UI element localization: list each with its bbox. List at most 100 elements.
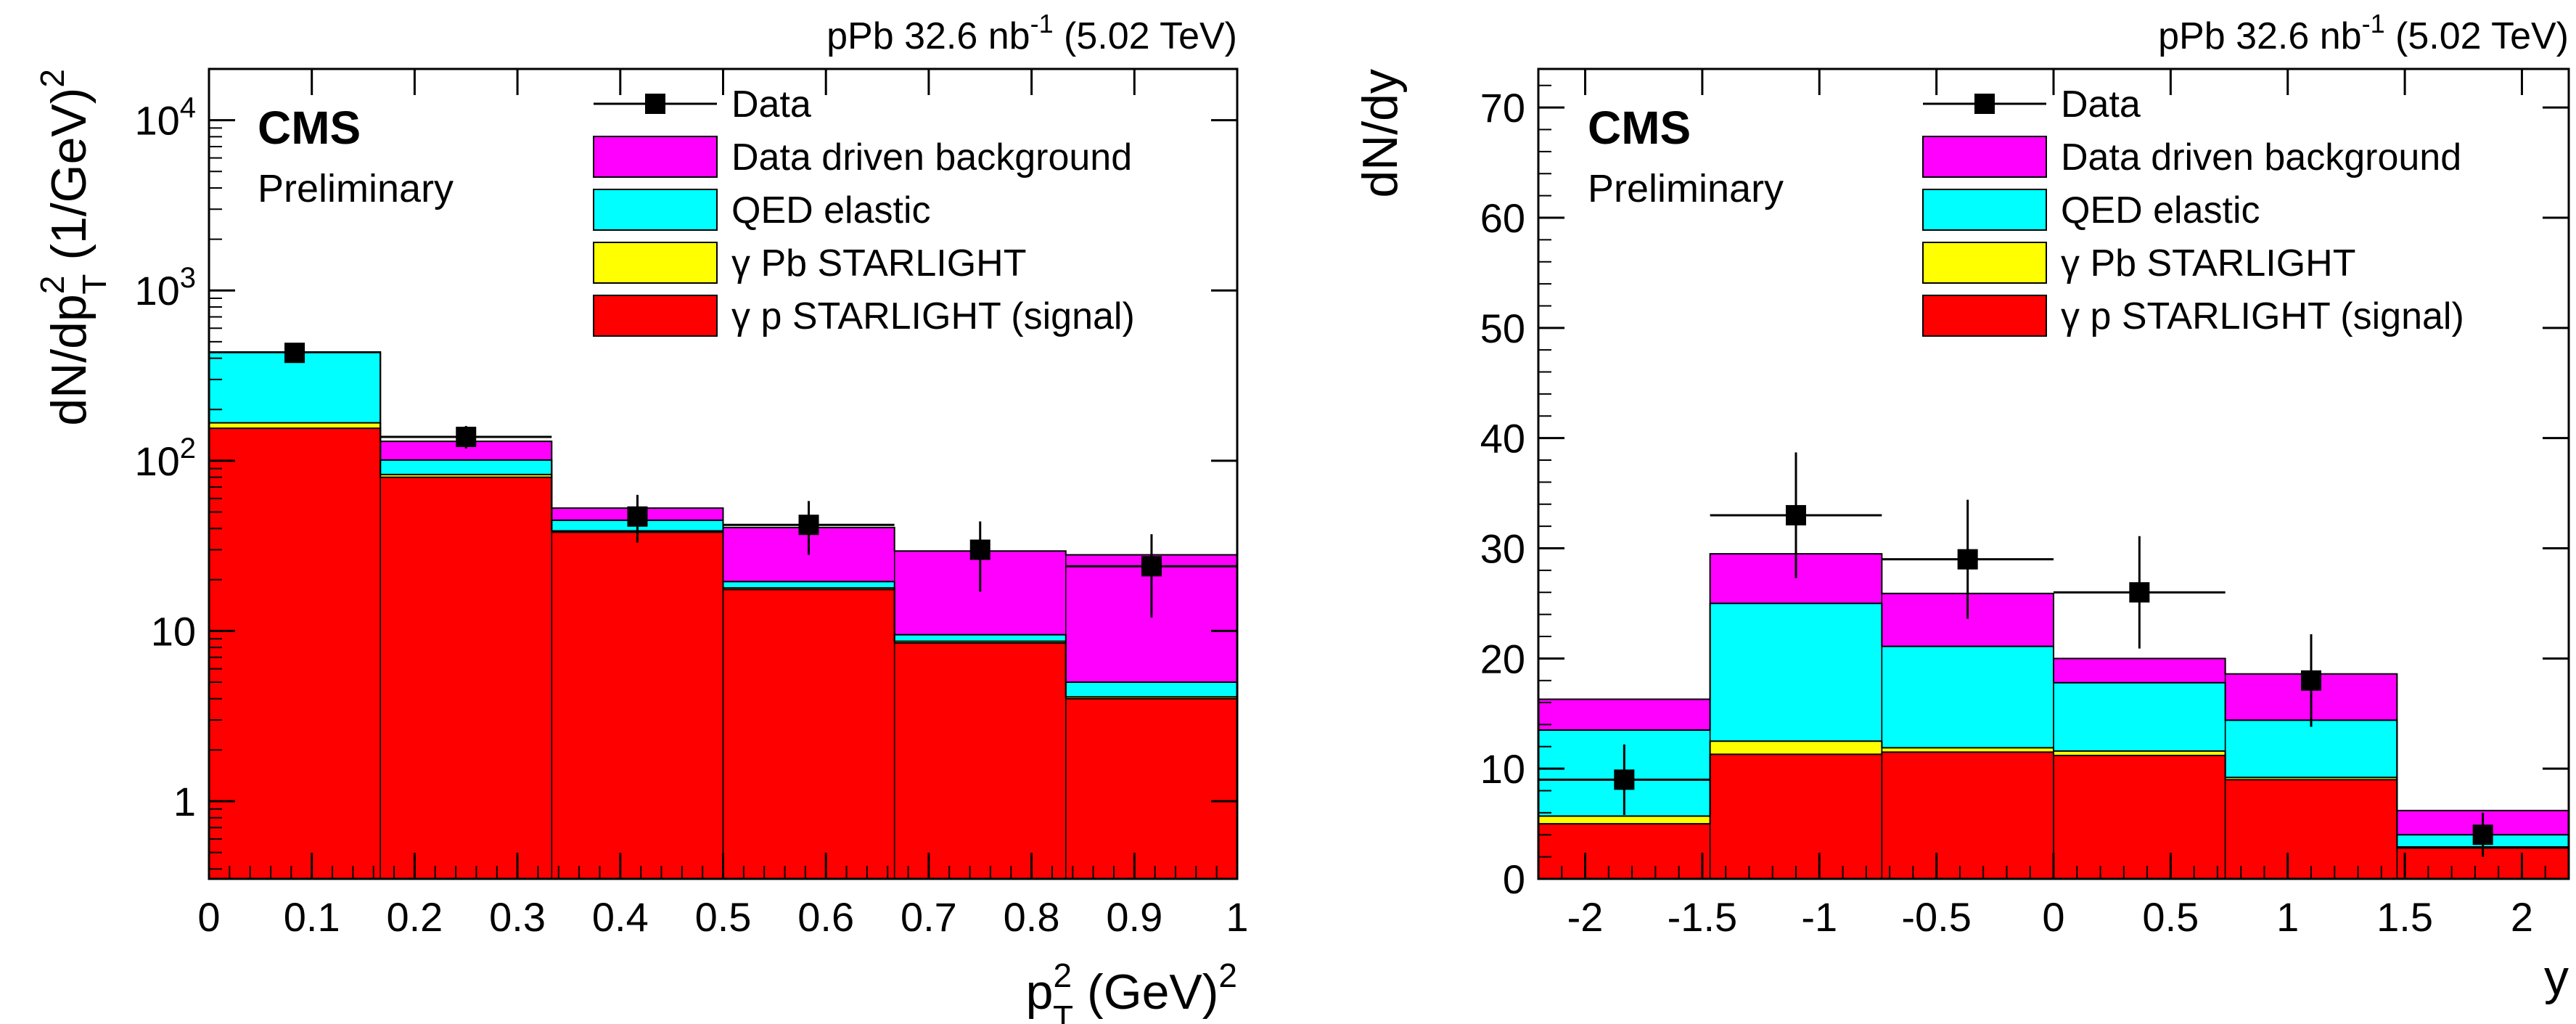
y-legend-item-signal: γ p STARLIGHT (signal) bbox=[1922, 295, 2464, 337]
y-y-tick-label-2: 20 bbox=[1480, 636, 1525, 681]
pt2-data-point-5 bbox=[1065, 534, 1237, 618]
y-legend-swatch-background bbox=[1922, 136, 2047, 178]
y-legend-item-data: Data bbox=[1923, 83, 2141, 126]
pt2-legend-item-data: Data bbox=[594, 83, 811, 126]
pt2-x-tick-label-3: 0.3 bbox=[489, 894, 546, 940]
pt2-x-tick-label-2: 0.2 bbox=[386, 894, 443, 940]
pt2-y-tick-label-0: 1 bbox=[173, 779, 196, 824]
pt2-panel: pPb 32.6 nb-1 (5.02 TeV) 0 0.1 0.2 0.3 0.4 0.… bbox=[33, 9, 1249, 1024]
pt2-x-tick-label-0: 0 bbox=[197, 894, 220, 940]
y-x-tick-label-3: -0.5 bbox=[1901, 894, 1972, 940]
pt2-preliminary-label: Preliminary bbox=[258, 167, 454, 210]
pt2-marker-1 bbox=[456, 427, 477, 448]
y-x-tick-label-2: -1 bbox=[1801, 894, 1837, 940]
y-cms-label: CMS bbox=[1588, 102, 1691, 154]
y-data-point-1 bbox=[1710, 452, 1882, 578]
pt2-x-tick-label-5: 0.5 bbox=[695, 894, 752, 940]
pt2-x-tick-label-8: 0.8 bbox=[1004, 894, 1060, 940]
y-bar-signal-0 bbox=[1538, 824, 1710, 879]
y-data-point-4 bbox=[2301, 634, 2321, 727]
pt2-plot-area bbox=[208, 343, 1238, 879]
pt2-data-point-4 bbox=[969, 521, 990, 592]
y-y-tick-label-6: 60 bbox=[1480, 195, 1525, 241]
y-x-tick-label-4: 0 bbox=[2042, 894, 2064, 940]
pt2-legend-label-gamma_pb: γ Pb STARLIGHT bbox=[731, 242, 1026, 284]
y-legend-label-signal: γ p STARLIGHT (signal) bbox=[2061, 295, 2464, 337]
y-x-tick-label-1: -1.5 bbox=[1668, 894, 1738, 940]
pt2-legend-label-background: Data driven background bbox=[731, 136, 1132, 179]
y-x-tick-label-6: 1 bbox=[2276, 894, 2299, 940]
pt2-bar-signal-5 bbox=[1065, 698, 1237, 879]
pt2-legend-swatch-signal bbox=[593, 295, 718, 337]
pt2-legend-swatch-gamma_pb bbox=[593, 242, 718, 284]
y-legend-data-marker bbox=[1974, 94, 1995, 114]
pt2-legend-data-marker bbox=[645, 94, 665, 114]
pt2-bar-signal-4 bbox=[894, 642, 1066, 879]
y-y-tick-label-7: 70 bbox=[1480, 85, 1525, 131]
pt2-x-axis-title: p2 T (GeV)2 bbox=[1026, 957, 1237, 1024]
pt2-x-tick-label-6: 0.6 bbox=[797, 894, 854, 940]
y-legend-item-background: Data driven background bbox=[1922, 136, 2461, 179]
pt2-marker-3 bbox=[798, 515, 819, 536]
pt2-legend-label-data: Data bbox=[731, 83, 811, 126]
pt2-x-tick-label-1: 0.1 bbox=[284, 894, 340, 940]
y-marker-3 bbox=[2129, 582, 2150, 603]
y-marker-4 bbox=[2301, 670, 2321, 691]
y-y-axis-title: dN/dy bbox=[1353, 69, 1408, 198]
pt2-legend-item-gamma_pb: γ Pb STARLIGHT bbox=[593, 242, 1026, 284]
y-data-point-0 bbox=[1538, 744, 1710, 815]
pt2-marker-0 bbox=[284, 343, 305, 364]
y-data-point-3 bbox=[2054, 536, 2226, 649]
y-marker-0 bbox=[1614, 769, 1635, 790]
y-x-axis-title: y bbox=[2544, 950, 2569, 1005]
y-y-tick-label-0: 0 bbox=[1503, 856, 1525, 902]
y-legend-swatch-qed bbox=[1922, 189, 2047, 231]
pt2-data-point-1 bbox=[380, 425, 552, 448]
y-plot-area bbox=[1538, 452, 2569, 879]
pt2-bar-signal-3 bbox=[723, 589, 895, 879]
pt2-legend-label-signal: γ p STARLIGHT (signal) bbox=[731, 295, 1135, 337]
pt2-axes: 0 0.1 0.2 0.3 0.4 0.5 0.6 0.7 0.8 0.9 1 1 10 102 103 10… bbox=[134, 68, 1249, 940]
pt2-marker-5 bbox=[1141, 556, 1162, 577]
y-marker-2 bbox=[1957, 549, 1978, 570]
pt2-bar-signal-2 bbox=[551, 532, 723, 879]
pt2-data-point-3 bbox=[723, 501, 895, 555]
y-y-tick-label-3: 30 bbox=[1480, 525, 1525, 571]
pt2-bar-signal-1 bbox=[380, 477, 552, 879]
pt2-y-axis-title: dN/dp2 T (1/GeV)2 bbox=[33, 69, 113, 426]
y-x-tick-label-8: 2 bbox=[2511, 894, 2533, 940]
pt2-legend: Data Data driven background QED elastic γ P… bbox=[593, 83, 1135, 337]
y-bar-signal-4 bbox=[2225, 779, 2397, 879]
pt2-x-tick-label-9: 0.9 bbox=[1106, 894, 1162, 940]
y-header: pPb 32.6 nb-1 (5.02 TeV) bbox=[2158, 9, 2569, 57]
y-panel: pPb 32.6 nb-1 (5.02 TeV) -2 -1.5 -1 -0.5 0 0.… bbox=[1353, 9, 2570, 1005]
y-x-tick-label-5: 0.5 bbox=[2142, 894, 2199, 940]
pt2-x-tick-label-4: 0.4 bbox=[592, 894, 649, 940]
pt2-legend-item-qed: QED elastic bbox=[593, 189, 931, 232]
y-data-point-2 bbox=[1882, 499, 2054, 619]
y-marker-5 bbox=[2472, 824, 2493, 845]
pt2-marker-2 bbox=[627, 506, 648, 527]
y-data-point-5 bbox=[2472, 812, 2493, 857]
y-legend-swatch-signal bbox=[1922, 295, 2047, 337]
y-legend-label-qed: QED elastic bbox=[2061, 189, 2260, 232]
y-y-tick-label-4: 40 bbox=[1480, 416, 1525, 462]
pt2-legend-swatch-background bbox=[593, 136, 718, 178]
pt2-header: pPb 32.6 nb-1 (5.02 TeV) bbox=[826, 9, 1237, 57]
pt2-x-tick-label-10: 1 bbox=[1226, 894, 1248, 940]
y-bar-signal-3 bbox=[2054, 755, 2226, 879]
y-legend-label-data: Data bbox=[2061, 83, 2141, 126]
pt2-cms-label: CMS bbox=[258, 102, 361, 154]
y-y-tick-label-5: 50 bbox=[1480, 306, 1525, 351]
pt2-legend-item-signal: γ p STARLIGHT (signal) bbox=[593, 295, 1135, 337]
pt2-legend-swatch-qed bbox=[593, 189, 718, 231]
pt2-y-tick-label-1: 10 bbox=[151, 608, 196, 654]
pt2-y-tick-label-4: 104 bbox=[134, 92, 196, 144]
y-marker-1 bbox=[1786, 504, 1806, 525]
pt2-y-tick-label-3: 103 bbox=[134, 262, 196, 314]
y-legend-item-gamma_pb: γ Pb STARLIGHT bbox=[1922, 242, 2355, 284]
pt2-x-tick-label-7: 0.7 bbox=[901, 894, 957, 940]
y-legend-item-qed: QED elastic bbox=[1922, 189, 2260, 232]
y-bar-signal-2 bbox=[1882, 752, 2054, 879]
pt2-data-point-0 bbox=[284, 343, 305, 364]
